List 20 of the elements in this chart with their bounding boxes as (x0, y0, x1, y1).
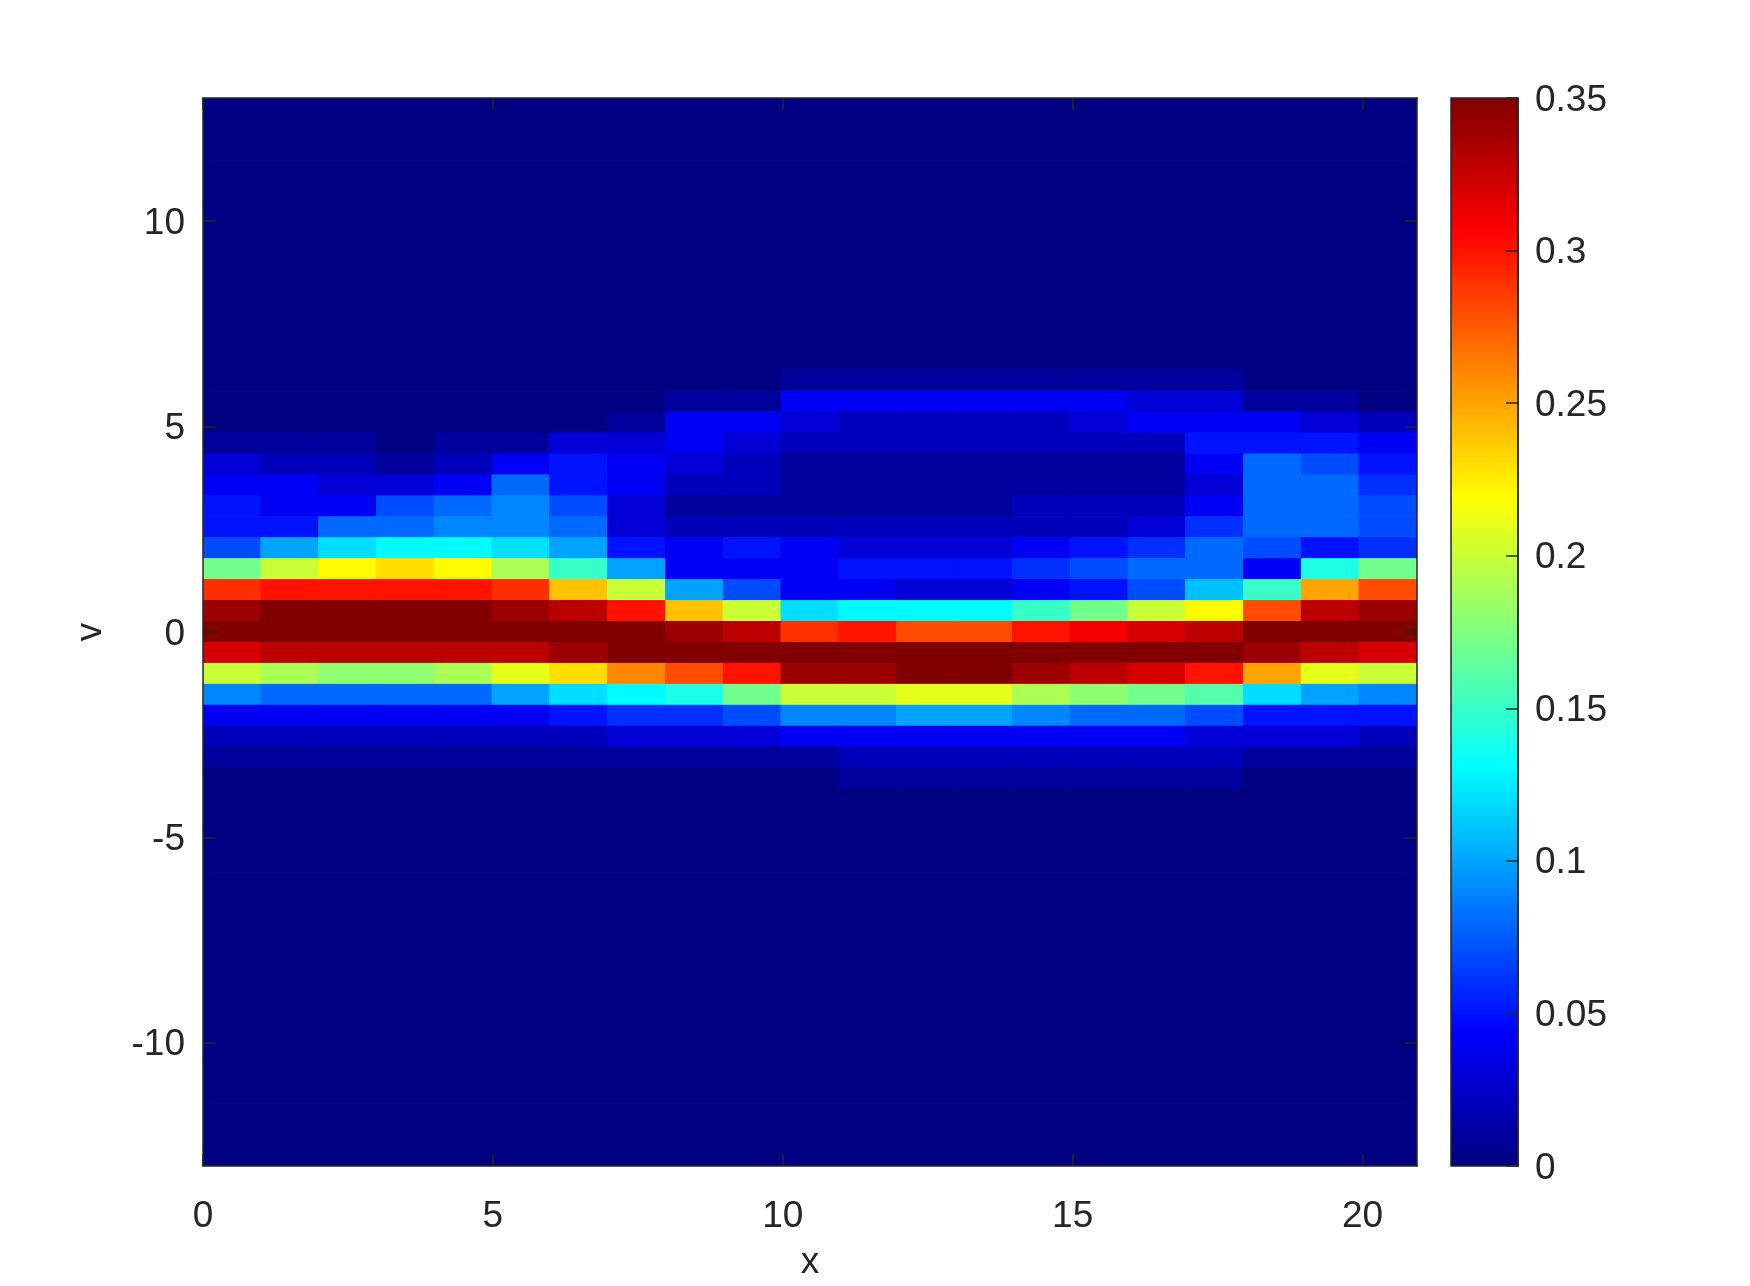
color-bar-label: 0.15 (1535, 687, 1608, 729)
x-tick-label: 15 (1052, 1194, 1094, 1235)
y-tick-label: 0 (164, 611, 185, 653)
y-tick-label: -5 (152, 816, 185, 858)
x-tick-label: 10 (762, 1194, 804, 1235)
y-tick-label: 5 (164, 406, 185, 448)
x-tick-label: 20 (1341, 1194, 1384, 1235)
color-bar-label: 0 (1535, 1145, 1556, 1187)
x-tick-label: 5 (482, 1194, 504, 1235)
color-bar-label: 0.3 (1535, 230, 1587, 272)
x-tick-label: 0 (192, 1194, 214, 1235)
y-tick-label: 10 (143, 200, 185, 242)
color-bar-label: 0.05 (1535, 992, 1608, 1034)
color-bar-label: 0.2 (1535, 535, 1587, 577)
y-tick-label: -10 (131, 1022, 185, 1064)
color-bar-label: 0.1 (1535, 840, 1587, 882)
color-bar-label: 0.25 (1535, 382, 1608, 424)
color-bar-label: 0.35 (1535, 77, 1608, 119)
x-axis-title: x (800, 1240, 820, 1281)
y-axis-title: v (68, 622, 109, 642)
